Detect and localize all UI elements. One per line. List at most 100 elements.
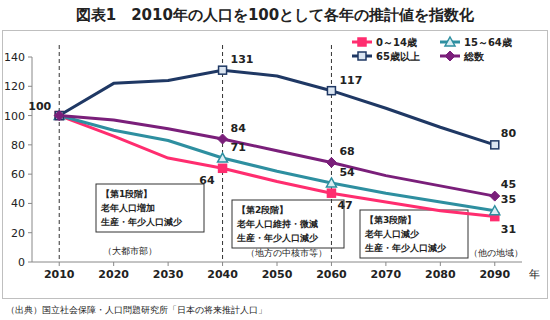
legend-label: 総数 — [463, 51, 485, 62]
marker — [219, 164, 227, 172]
data-label: 45 — [501, 178, 516, 191]
chart-border — [3, 31, 548, 299]
stage-text: 生産・年少人口減少 — [236, 233, 319, 243]
data-label: 54 — [339, 166, 355, 179]
x-tick — [494, 262, 495, 266]
y-axis — [32, 57, 33, 262]
data-label: 64 — [199, 174, 215, 187]
legend-marker — [358, 52, 366, 60]
series-line — [59, 116, 495, 211]
stage-text: 老年人口増加 — [100, 202, 155, 213]
chart-svg: 図表1 2010年の人口を100として各年の推計値を指数化02040608010… — [0, 0, 550, 320]
x-tick — [222, 262, 223, 266]
stage-divider — [331, 45, 332, 262]
stage-text: 【第1段階】 — [101, 189, 152, 199]
stage-box — [232, 200, 344, 248]
stage-box — [360, 210, 468, 258]
marker — [327, 87, 335, 95]
y-tick — [28, 203, 32, 204]
y-tick — [28, 262, 32, 263]
legend-label: 0～14歳 — [376, 37, 417, 48]
stage-text: 老年人口維持・微減 — [236, 219, 318, 229]
data-label: 80 — [501, 127, 517, 140]
x-tick — [113, 262, 114, 266]
y-tick — [28, 174, 32, 175]
stage-text: 生産・年少人口減少 — [364, 243, 447, 253]
marker — [218, 153, 228, 162]
stage-region: （他の地域） — [469, 248, 523, 258]
data-label: 84 — [231, 122, 247, 135]
x-tick-label: 2080 — [425, 268, 456, 281]
legend: 0～14歳 15～64歳 65歳以上 総数 — [352, 37, 512, 62]
y-tick-label: 140 — [4, 51, 25, 64]
y-tick-label: 40 — [11, 197, 25, 210]
data-label: 31 — [501, 223, 516, 236]
y-tick-label: 120 — [4, 80, 25, 93]
x-tick — [331, 262, 332, 266]
y-tick — [28, 232, 32, 233]
data-label: 47 — [337, 199, 352, 212]
legend-marker — [445, 37, 455, 46]
y-tick — [28, 144, 32, 145]
x-tick — [440, 262, 441, 266]
marker — [54, 111, 64, 120]
data-label: 68 — [339, 145, 354, 158]
legend-marker — [445, 51, 455, 61]
data-label: 71 — [231, 141, 246, 154]
marker — [327, 189, 335, 197]
series-line — [59, 116, 495, 217]
legend-marker — [358, 38, 366, 46]
data-label: 117 — [339, 74, 362, 87]
series-line — [59, 70, 495, 145]
y-tick-label: 20 — [11, 227, 25, 240]
marker — [218, 134, 228, 144]
stage-text: 【第2段階】 — [237, 205, 288, 215]
x-tick-label: 2030 — [153, 268, 184, 281]
x-tick — [59, 262, 60, 266]
y-tick — [28, 115, 32, 116]
y-tick-label: 60 — [11, 168, 25, 181]
x-tick-label: 2050 — [262, 268, 293, 281]
marker — [491, 141, 499, 149]
x-tick-label: 2020 — [98, 268, 129, 281]
y-tick-label: 100 — [4, 110, 25, 123]
marker — [54, 111, 64, 121]
legend-label: 65歳以上 — [376, 51, 420, 62]
x-tick — [277, 262, 278, 266]
y-tick — [28, 57, 32, 58]
stage-region: （大都市部） — [103, 246, 157, 256]
source: （出典）国立社会保障・人口問題研究所「日本の将来推計人口」 — [6, 305, 267, 315]
legend-label: 15～64歳 — [464, 37, 512, 48]
marker — [219, 66, 227, 74]
title: 図表1 2010年の人口を100として各年の推計値を指数化 — [76, 6, 475, 24]
y-tick — [28, 86, 32, 87]
marker — [55, 112, 63, 120]
data-label: 35 — [501, 193, 516, 206]
stage-text: 【第3段階】 — [365, 215, 416, 225]
x-axis-label: 年 — [529, 268, 540, 281]
data-labels: 64 47 31 71 54 35 131 117 80 100 84 68 45 — [28, 53, 516, 235]
chart-root: 図表1 2010年の人口を100として各年の推計値を指数化02040608010… — [0, 0, 550, 320]
data-label: 131 — [231, 53, 254, 66]
x-tick-label: 2060 — [316, 268, 347, 281]
stage-divider — [59, 45, 60, 262]
series-line — [59, 116, 495, 197]
y-tick-label: 0 — [18, 256, 25, 269]
marker — [326, 178, 336, 187]
stage-box — [96, 184, 204, 232]
x-tick — [168, 262, 169, 266]
plot-area — [54, 66, 500, 220]
x-tick-label: 2070 — [371, 268, 402, 281]
x-tick-label: 2040 — [207, 268, 238, 281]
marker — [490, 206, 500, 215]
stage-text: 老年人口減少 — [364, 229, 420, 239]
marker — [326, 157, 336, 167]
marker — [490, 191, 500, 201]
x-tick-label: 2010 — [44, 268, 75, 281]
stage-region: （地方の中核市等） — [246, 248, 327, 258]
stage-text: 生産・年少人口減少 — [100, 217, 183, 227]
x-tick-label: 2090 — [479, 268, 510, 281]
data-label: 100 — [28, 100, 51, 113]
x-tick — [385, 262, 386, 266]
marker — [55, 112, 63, 120]
